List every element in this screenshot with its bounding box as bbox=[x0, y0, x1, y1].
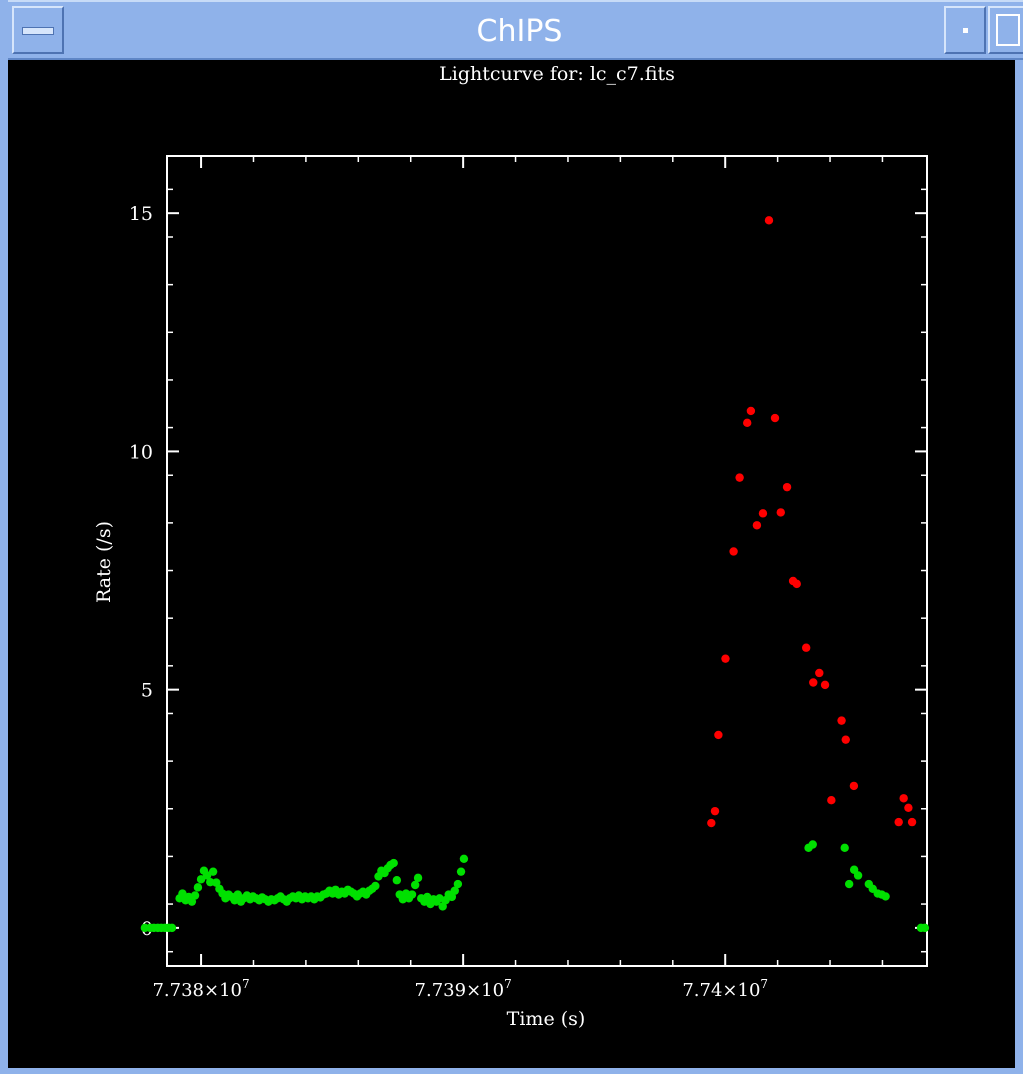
y-axis-label: Rate (/s) bbox=[93, 521, 115, 603]
data-point-quiescent bbox=[233, 890, 242, 899]
data-point-quiescent bbox=[459, 854, 469, 863]
data-point-quiescent bbox=[853, 871, 863, 880]
data-point-quiescent bbox=[193, 883, 203, 892]
data-point-quiescent bbox=[392, 876, 402, 885]
data-point-flare bbox=[849, 781, 859, 791]
plot-frame bbox=[166, 155, 928, 967]
title-bar[interactable]: ChIPS bbox=[8, 0, 1023, 60]
window-menu-button[interactable] bbox=[12, 6, 64, 54]
maximize-button[interactable] bbox=[988, 6, 1023, 54]
x-axis: 7.738×107 7.739×107 7.74×107 bbox=[152, 156, 884, 1001]
data-point-quiescent bbox=[413, 873, 423, 883]
data-point-flare bbox=[907, 817, 917, 827]
y-tick-label: 15 bbox=[129, 203, 153, 225]
data-point-quiescent bbox=[407, 890, 417, 899]
minimize-button[interactable] bbox=[944, 6, 986, 54]
data-point-flare bbox=[792, 579, 801, 589]
data-point-quiescent bbox=[450, 886, 459, 895]
data-point-quiescent bbox=[190, 891, 200, 900]
data-point-flare bbox=[801, 643, 811, 652]
data-points bbox=[140, 216, 930, 933]
data-point-flare bbox=[729, 547, 738, 556]
data-point-flare bbox=[841, 735, 850, 744]
data-point-flare bbox=[770, 413, 780, 423]
data-point-quiescent bbox=[453, 879, 463, 889]
data-point-flare bbox=[721, 654, 730, 663]
data-point-quiescent bbox=[881, 892, 890, 901]
data-point-flare bbox=[899, 794, 908, 803]
data-point-flare bbox=[782, 482, 792, 492]
data-point-flare bbox=[758, 509, 768, 518]
data-point-quiescent bbox=[206, 877, 215, 887]
maximize-icon bbox=[996, 14, 1020, 46]
data-point-quiescent bbox=[208, 867, 218, 876]
data-point-quiescent bbox=[167, 923, 177, 933]
data-point-quiescent bbox=[456, 867, 466, 876]
x-axis-label: Time (s) bbox=[507, 1008, 586, 1030]
data-point-quiescent bbox=[410, 880, 420, 890]
y-tick-label: 10 bbox=[129, 441, 153, 463]
minimize-icon bbox=[963, 28, 968, 33]
menu-bar-icon bbox=[22, 27, 54, 35]
data-point-quiescent bbox=[840, 843, 849, 853]
data-point-quiescent bbox=[187, 897, 197, 906]
data-point-flare bbox=[815, 668, 824, 678]
data-point-flare bbox=[746, 406, 756, 416]
data-point-flare bbox=[837, 716, 846, 725]
data-point-flare bbox=[707, 818, 716, 828]
data-point-flare bbox=[827, 795, 836, 805]
data-point-flare bbox=[820, 680, 830, 690]
data-point-flare bbox=[735, 473, 744, 482]
data-point-quiescent bbox=[202, 871, 212, 880]
data-point-quiescent bbox=[844, 879, 854, 889]
chart-title: Lightcurve for: lc_c7.fits bbox=[439, 63, 675, 85]
data-point-quiescent bbox=[371, 881, 380, 891]
data-point-flare bbox=[752, 521, 762, 530]
data-point-quiescent bbox=[178, 889, 187, 898]
x-tick-label: 7.74×107 bbox=[682, 977, 768, 1001]
data-point-flare bbox=[710, 806, 720, 816]
data-point-quiescent bbox=[920, 923, 930, 933]
data-point-quiescent bbox=[196, 875, 206, 884]
data-point-flare bbox=[904, 803, 913, 813]
data-point-flare bbox=[776, 508, 785, 517]
data-point-quiescent bbox=[808, 840, 817, 849]
data-point-quiescent bbox=[389, 858, 398, 868]
window-title: ChIPS bbox=[476, 14, 563, 49]
x-tick-label: 7.738×107 bbox=[152, 977, 249, 1001]
y-axis: 051015 bbox=[129, 188, 927, 953]
data-point-flare bbox=[714, 730, 723, 740]
data-point-flare bbox=[743, 418, 752, 428]
x-tick-label: 7.739×107 bbox=[415, 977, 512, 1001]
data-point-flare bbox=[764, 216, 774, 225]
data-point-flare bbox=[894, 817, 903, 827]
y-tick-label: 5 bbox=[141, 680, 153, 702]
data-point-quiescent bbox=[212, 878, 221, 887]
data-point-flare bbox=[809, 678, 818, 687]
